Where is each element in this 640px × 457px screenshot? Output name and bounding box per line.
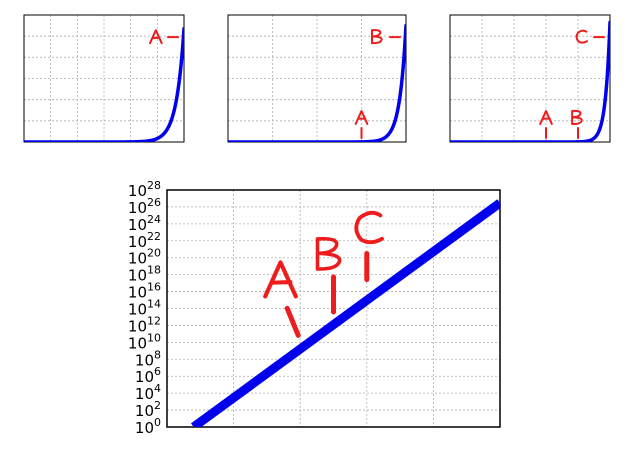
annotation-letter-c [354,210,384,245]
y-tick-label: 1014 [128,298,161,319]
y-tick-exponent: 28 [147,179,161,192]
y-tick-label: 102 [135,399,161,420]
y-tick-label: 108 [135,348,161,369]
series-group [190,199,500,427]
y-tick-exponent: 20 [147,247,161,260]
y-tick-label: 106 [135,365,161,386]
y-tick-label: 1026 [128,196,161,217]
annotation-letter-a [149,29,163,45]
y-tick-exponent: 24 [147,213,161,226]
chart-panel-2 [227,14,407,143]
y-tick-base: 10 [128,301,147,319]
y-tick-exponent: 12 [147,314,161,327]
y-tick-base: 10 [128,267,147,285]
y-tick-label: 1010 [128,331,161,352]
y-tick-base: 10 [135,419,154,437]
annotation-letter-a [539,110,553,125]
y-tick-exponent: 4 [154,382,161,395]
annotations [263,210,384,338]
y-tick-exponent: 22 [147,230,161,243]
y-tick-base: 10 [128,199,147,217]
chart-panel-3 [449,14,611,143]
annotation-letter-a [263,260,298,299]
series-line [450,20,610,142]
y-tick-exponent: 18 [147,264,161,277]
y-tick-base: 10 [128,233,147,251]
y-tick-base: 10 [128,284,147,302]
y-tick-exponent: 6 [154,365,161,378]
y-tick-label: 1012 [128,314,161,335]
y-tick-label: 1024 [128,213,161,234]
series-line [24,27,184,142]
annotations [539,29,605,139]
y-tick-base: 10 [135,402,154,420]
y-tick-exponent: 2 [154,399,161,412]
annotation-letter-b [315,236,342,271]
series-group [228,23,406,142]
y-tick-exponent: 26 [147,196,161,209]
y-tick-base: 10 [135,368,154,386]
y-tick-label: 1016 [128,281,161,302]
y-tick-base: 10 [128,317,147,335]
y-tick-base: 10 [128,216,147,234]
y-tick-label: 1020 [128,247,161,268]
y-tick-exponent: 8 [154,348,161,361]
y-tick-label: 1028 [128,179,161,200]
y-tick-base: 10 [135,385,154,403]
y-tick-label: 100 [135,416,161,437]
y-tick-exponent: 14 [147,298,161,311]
y-tick-exponent: 10 [147,331,161,344]
y-tick-base: 10 [128,334,147,352]
y-tick-base: 10 [128,182,147,200]
series-line [190,199,500,427]
annotations [354,29,401,139]
annotations [149,29,179,45]
chart-panel-1 [23,14,185,143]
annotation-letter-b [371,29,383,45]
series-line [228,23,406,142]
y-tick-label: 1022 [128,230,161,251]
y-tick-label: 104 [135,382,161,403]
y-tick-label: 1018 [128,264,161,285]
chart-panel-4: 1001021041061081010101210141016101810201… [128,179,501,437]
y-tick-base: 10 [135,351,154,369]
series-group [24,27,184,142]
y-tick-exponent: 16 [147,281,161,294]
series-group [450,20,610,142]
annotation-pointer [284,305,301,338]
y-tick-base: 10 [128,250,147,268]
plot-frame [166,189,501,428]
y-tick-exponent: 0 [154,416,161,429]
annotation-letter-b [571,109,583,126]
annotation-letter-c [575,29,589,44]
annotation-letter-a [354,110,369,125]
